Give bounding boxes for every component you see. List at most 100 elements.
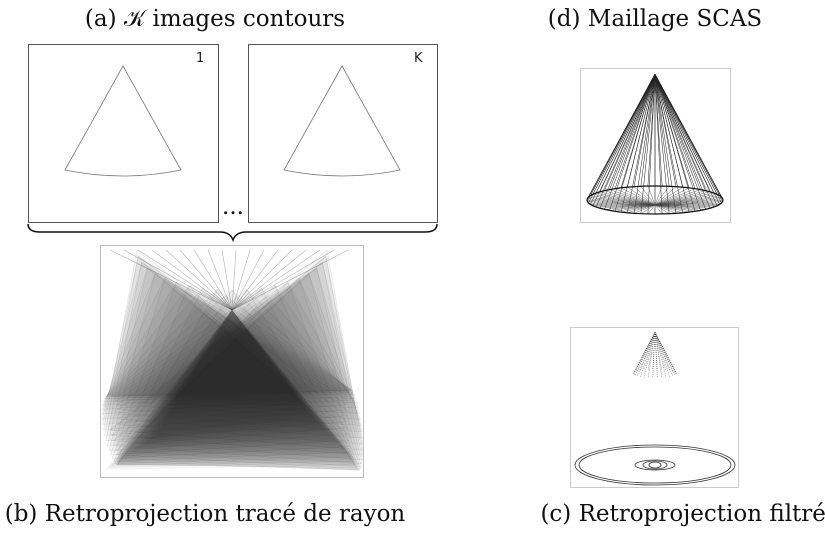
backprojection-image — [101, 249, 364, 471]
projection-cone — [108, 272, 350, 451]
projection-cone — [106, 289, 355, 396]
contour-image-last — [248, 44, 438, 223]
mesh-image — [586, 73, 724, 215]
projection-cone — [117, 287, 358, 470]
image-c-frame — [570, 327, 739, 488]
mesh-edge — [654, 186, 677, 206]
mesh-edge — [586, 199, 656, 206]
projection-cone — [135, 310, 330, 450]
mesh-edge — [654, 204, 711, 209]
projection-cone — [116, 277, 362, 470]
projection-cone — [101, 267, 349, 415]
projection-cone — [110, 255, 364, 456]
mesh-edge — [654, 73, 701, 190]
mesh-edge — [604, 73, 656, 191]
projection-cone — [114, 281, 361, 414]
projection-cone — [120, 310, 345, 460]
mesh-edge — [627, 187, 656, 206]
caption-c: (c) Retroprojection filtrée — [540, 501, 825, 527]
mesh-edge — [654, 73, 718, 195]
filtered-ring — [574, 444, 736, 486]
mesh-edge — [640, 73, 656, 187]
mesh-edge — [654, 204, 690, 213]
mesh-edge — [654, 73, 711, 192]
projection-cone — [138, 310, 327, 448]
filtered-edge — [637, 331, 656, 372]
mesh-edge — [609, 73, 656, 190]
filtered-edge — [654, 331, 667, 371]
ray — [137, 249, 233, 311]
mesh-edge — [627, 73, 656, 188]
mesh-edge — [633, 73, 656, 214]
mesh-edge — [654, 73, 683, 188]
projection-cone — [115, 272, 362, 468]
projection-cone — [108, 310, 357, 468]
projection-cone — [101, 261, 349, 420]
filtered-ring — [648, 461, 662, 469]
mesh-edge — [590, 73, 656, 196]
mesh-edge — [654, 73, 723, 199]
ray — [231, 249, 307, 311]
ray — [179, 249, 233, 311]
projection-cone — [113, 267, 363, 465]
mesh-edge — [647, 73, 656, 214]
projection-cone — [105, 261, 349, 442]
mesh-edge — [654, 189, 701, 206]
projection-cone — [129, 310, 336, 454]
caption-b: (b) Retroprojection tracé de rayon — [5, 501, 406, 527]
projection-cone — [141, 310, 324, 446]
mesh-edge — [654, 202, 722, 206]
projection-cone — [117, 310, 348, 462]
ray — [221, 249, 233, 311]
ray — [231, 249, 279, 311]
mesh-edge — [588, 202, 656, 206]
projection-cone — [105, 310, 360, 470]
projection-cone — [117, 285, 360, 471]
mesh-edge — [654, 204, 714, 208]
filtered-edge — [634, 331, 656, 373]
projection-cone — [111, 281, 352, 459]
mesh-edge — [592, 73, 656, 195]
mesh-edge — [654, 73, 677, 214]
projection-cone — [116, 267, 363, 433]
mesh-edge — [587, 198, 656, 206]
mesh-edge — [633, 204, 656, 214]
projection-cone — [115, 277, 362, 420]
mesh-edge — [595, 73, 656, 194]
mesh-edge — [587, 201, 656, 206]
filtered-image — [574, 331, 736, 486]
mesh-edge — [654, 190, 706, 206]
ray — [231, 249, 335, 311]
ray — [231, 249, 265, 311]
filtered-edge — [654, 331, 667, 378]
filtered-edge — [640, 331, 656, 372]
mesh-edge — [633, 186, 656, 206]
mesh-edge — [654, 204, 677, 214]
projection-cone — [104, 255, 348, 436]
contour-image-first — [28, 44, 219, 223]
filtered-edge — [654, 331, 658, 378]
filtered-ring — [642, 460, 668, 470]
filtered-edge — [652, 331, 656, 378]
ray — [207, 249, 233, 311]
mesh-edge — [620, 73, 656, 188]
mesh-base — [586, 185, 724, 215]
ray — [123, 249, 233, 311]
ray — [109, 249, 233, 311]
projection-cone — [132, 310, 333, 452]
filtered-edge — [654, 331, 670, 372]
ray — [231, 249, 349, 311]
filtered-edge — [652, 331, 656, 371]
projection-cone — [109, 249, 364, 451]
mesh-edge — [654, 73, 677, 187]
mesh-edge — [647, 186, 656, 206]
mesh-edge — [654, 73, 683, 213]
mesh-edge — [654, 73, 663, 187]
projection-cone — [103, 285, 353, 400]
projection-cone — [156, 310, 309, 436]
projection-cone — [111, 287, 359, 404]
filtered-edge — [654, 331, 658, 371]
filtered-edge — [643, 331, 656, 378]
mesh-edge — [654, 187, 690, 206]
filtered-edge — [648, 331, 656, 371]
